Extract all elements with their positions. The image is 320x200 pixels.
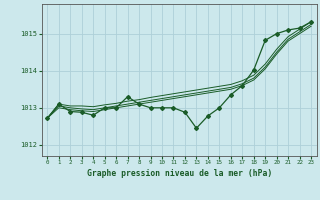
X-axis label: Graphe pression niveau de la mer (hPa): Graphe pression niveau de la mer (hPa)	[87, 169, 272, 178]
